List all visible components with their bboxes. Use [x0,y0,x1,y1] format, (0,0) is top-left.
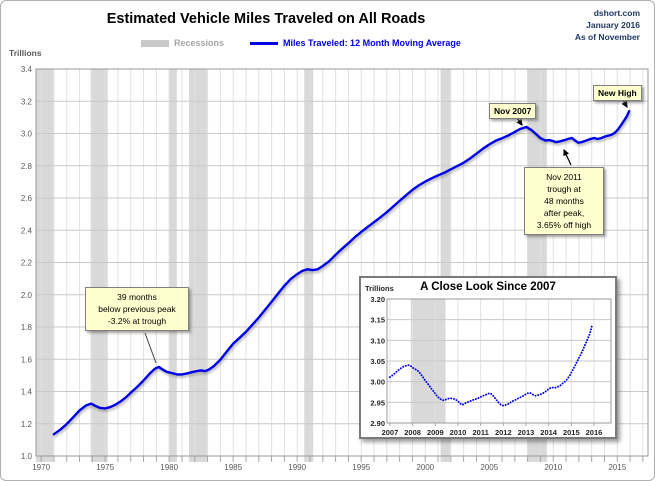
annotation-arrows [144,99,628,364]
y-axis-tick-label: 3.05 [370,357,385,366]
x-axis-tick-label: 2011 [472,428,488,437]
inset-plot-generated: 2007 2008 2009 2010 2011 2012 2013 2014 2015 2016… [370,295,612,437]
y-axis-tick-label: 3.10 [370,336,385,345]
x-axis-tick-label: 2005 [480,463,498,472]
legend: Recessions Miles Traveled: 12 Month Movi… [141,38,461,48]
main-y-axis-label: Trillions [9,48,42,58]
legend-item-miles-traveled: Miles Traveled: 12 Month Moving Average [250,38,461,48]
inset-chart: 2007 2008 2009 2010 2011 2012 2013 2014 2015 2016… [359,276,617,439]
callout-nov-2011-trough: Nov 2011 trough at 48 months after peak,… [524,167,604,235]
recession-band [189,69,207,462]
source-block: dshort.com January 2016 As of November [575,7,640,43]
x-axis-tick-label: 1995 [352,463,370,472]
recession-band [440,69,451,462]
recession-band [36,69,54,462]
inset-y-axis-label: Trillions [365,284,394,293]
x-axis-tick-label: 1990 [288,463,306,472]
plot-frame [35,68,649,457]
miles-traveled-line [52,110,631,436]
recession-band [169,69,177,462]
leader-line-39-months [144,332,157,364]
callout-nov-2007: Nov 2007 [489,103,537,119]
x-axis-tick-label: 2015 [608,463,626,472]
source-asof: As of November [574,32,640,42]
x-axis-tick-label: 2012 [495,428,512,437]
y-axis-tick-label: 1.4 [21,388,33,397]
callout-new-high: New High [593,85,642,101]
inset-plot: 2007 2008 2009 2010 2011 2012 2013 2014 2015 2016… [370,295,612,437]
legend-label: Recessions [174,38,225,48]
y-axis-tick-label: 1.2 [21,420,33,429]
x-axis-tick-label: 1980 [160,463,178,472]
source-site: dshort.com [593,8,640,18]
x-axis-tick-label: 2007 [382,428,399,437]
arrow-nov-2007-icon [516,117,523,126]
y-axis-tick-label: 2.4 [21,226,33,235]
y-axis-tick-label: 3.00 [370,378,385,387]
inset-title: A Close Look Since 2007 [420,281,556,293]
y-axis-tick-label: 2.0 [21,291,33,300]
x-axis-tick-label: 2009 [427,428,444,437]
x-axis-tick-label: 1985 [224,463,242,472]
y-axis-tick-label: 3.20 [370,295,385,304]
x-axis-tick-label: 1970 [32,463,50,472]
legend-label: Miles Traveled: 12 Month Moving Average [283,38,461,48]
arrow-nov-2011-icon [563,148,572,166]
legend-item-recessions: Recessions [141,38,224,48]
page-title: Estimated Vehicle Miles Traveled on All … [106,11,426,27]
x-axis-tick-label: 2016 [586,428,603,437]
arrow-new-high-icon [621,99,628,109]
y-axis-tick-label: 2.2 [21,259,33,268]
line-swatch-icon [250,41,279,45]
y-axis-tick-label: 2.8 [21,162,33,171]
plot-frame [386,298,612,424]
recession-band [304,69,314,462]
recession-band [90,69,108,462]
y-axis-tick-label: 2.90 [370,419,385,428]
y-axis-tick-label: 2.95 [370,398,385,407]
y-axis-tick-label: 3.2 [21,97,33,106]
miles-traveled-line [388,323,594,407]
y-axis-tick-label: 3.0 [21,130,33,139]
y-axis-tick-label: 1.0 [21,452,33,461]
y-axis-tick-label: 3.4 [21,65,33,74]
x-axis-tick-label: 2013 [518,428,535,437]
y-axis-tick-label: 3.15 [370,316,385,325]
x-axis-tick-label: 2015 [563,428,580,437]
x-axis-tick-label: 2010 [450,428,467,437]
recession-band-swatch-icon [141,39,169,47]
x-axis-tick-label: 2014 [540,428,558,437]
source-date: January 2016 [586,20,640,30]
y-axis-tick-label: 1.8 [21,323,33,332]
x-axis-tick-label: 2010 [544,463,562,472]
x-axis-tick-label: 2008 [404,428,421,437]
callout-39-months: 39 months below previous peak -3.2% at t… [85,287,189,331]
y-axis-tick-label: 2.6 [21,194,33,203]
x-axis-tick-label: 1975 [96,463,114,472]
x-axis-tick-label: 2000 [416,463,434,472]
y-axis-tick-label: 1.6 [21,355,33,364]
